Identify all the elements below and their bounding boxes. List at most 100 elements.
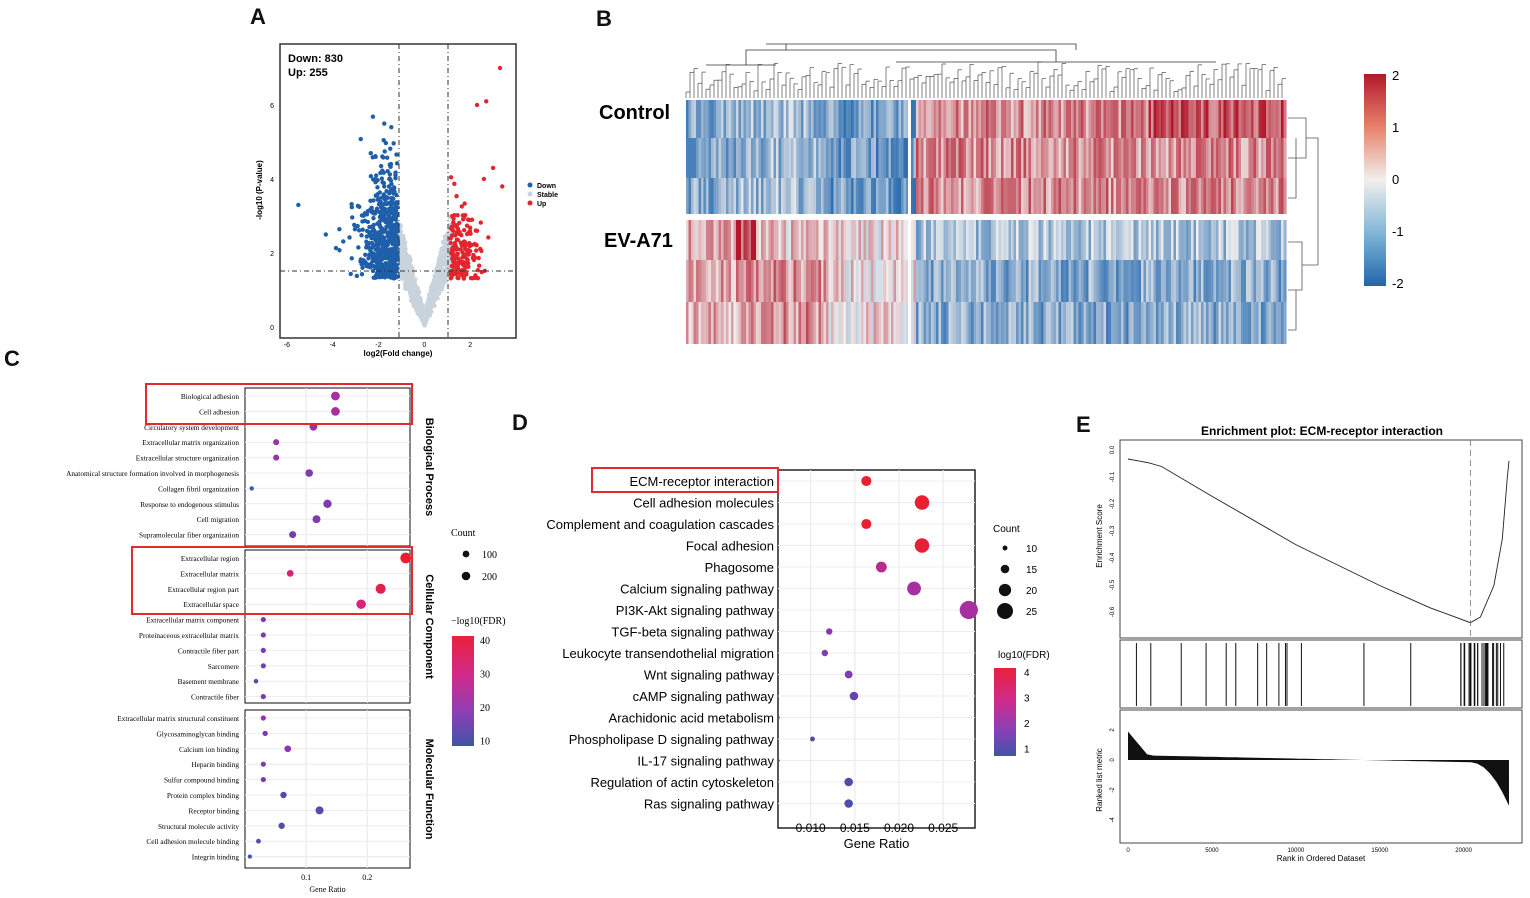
heatmap-cell [818, 260, 822, 302]
heatmap-cell [1106, 100, 1110, 138]
heatmap-cell [971, 100, 975, 138]
heatmap-cell [851, 302, 855, 344]
heatmap-cell [1053, 100, 1057, 138]
heatmap-cell [766, 302, 770, 344]
heatmap-cell [1113, 100, 1117, 138]
down-point [394, 152, 399, 157]
heatmap-cell [1241, 302, 1245, 344]
heatmap-cell [943, 178, 947, 214]
up-point [449, 263, 455, 269]
stable-point [435, 274, 440, 279]
heatmap-cell [858, 260, 862, 302]
heatmap-cell [1013, 220, 1017, 260]
heatmap-cell [1251, 302, 1255, 344]
heatmap-cell [938, 302, 942, 344]
go-dot [356, 599, 366, 609]
heatmap-cell [858, 100, 862, 138]
down-point [381, 235, 386, 240]
volcano-frame [279, 43, 517, 339]
heatmap-cell [763, 178, 767, 214]
panel-letter-e: E [1076, 412, 1091, 437]
heatmap-cell [976, 260, 980, 302]
heatmap-cell [976, 178, 980, 214]
heatmap-cell [941, 138, 945, 178]
heatmap-cell [1201, 178, 1205, 214]
heatmap-cell [853, 260, 857, 302]
heatmap-cell [996, 260, 1000, 302]
kegg-size-legend-label: 10 [1026, 544, 1038, 555]
heatmap-cell [791, 178, 795, 214]
heatmap-cell [913, 260, 917, 302]
heatmap-cell [1268, 260, 1272, 302]
heatmap-cell [1066, 100, 1070, 138]
heatmap-cell [946, 302, 950, 344]
heatmap-cell [1221, 138, 1225, 178]
heatmap-cell [1258, 302, 1262, 344]
heatmap-cell [1151, 138, 1155, 178]
heatmap-cell [1061, 302, 1065, 344]
stable-point [400, 258, 405, 263]
go-term-label: Extracellular matrix [180, 569, 239, 578]
stable-point [399, 243, 405, 248]
heatmap-cell [1281, 260, 1285, 302]
heatmap-cell [968, 302, 972, 344]
heatmap-cell [1078, 220, 1082, 260]
heatmap-cell [866, 100, 870, 138]
heatmap-cell [823, 220, 827, 260]
heatmap-cell [1088, 260, 1092, 302]
heatmap-cell [1156, 302, 1160, 344]
heatmap-cell [1183, 178, 1187, 214]
heatmap-cell [1186, 100, 1190, 138]
heatmap-cell [1036, 100, 1040, 138]
heatmap-cell [1208, 178, 1212, 214]
heatmap-cell [778, 138, 782, 178]
heatmap-cell [883, 178, 887, 214]
heatmap-cell [1016, 100, 1020, 138]
heatmap-cell [1236, 220, 1240, 260]
go-dot [273, 439, 280, 446]
heatmap-cell [826, 302, 830, 344]
heatmap-cell [736, 302, 740, 344]
heatmap-cell [728, 260, 732, 302]
heatmap-cell [1126, 178, 1130, 214]
heatmap-cell [833, 220, 837, 260]
up-point [464, 231, 470, 237]
heatmap-cell [836, 100, 840, 138]
heatmap-cell [1066, 260, 1070, 302]
heatmap-cell [1238, 178, 1242, 214]
heatmap-cell [1018, 138, 1022, 178]
heatmap-cell [803, 302, 807, 344]
legend-dot-down [527, 182, 533, 188]
heatmap-cell [1148, 302, 1152, 344]
heatmap-cell [796, 178, 800, 214]
heatmap-cell [966, 138, 970, 178]
heatmap-cell [1181, 100, 1185, 138]
kegg-size-legend-label: 15 [1026, 565, 1038, 576]
down-point [370, 155, 375, 160]
panel-letter-d: D [512, 410, 528, 435]
heatmap-cell [1091, 220, 1095, 260]
heatmap-cell [763, 302, 767, 344]
heatmap-cell [1271, 100, 1275, 138]
metric-ytick: -2 [1110, 787, 1116, 793]
heatmap-cell [896, 302, 900, 344]
kegg-size-legend-dot [998, 583, 1012, 597]
heatmap-cell [1131, 100, 1135, 138]
down-point [387, 254, 393, 259]
heatmap-cell [1278, 302, 1282, 344]
up-point [455, 213, 460, 218]
heatmap-cell [841, 302, 845, 344]
volcano-xtick: -2 [375, 342, 381, 349]
kegg-term-label: Wnt signaling pathway [644, 668, 775, 683]
heatmap-cell [723, 220, 727, 260]
heatmap-cell [738, 178, 742, 214]
heatmap-cell [761, 220, 765, 260]
heatmap-cell [943, 100, 947, 138]
heatmap-cell [906, 138, 910, 178]
heatmap-cell [1153, 178, 1157, 214]
heatmap-cell [1243, 100, 1247, 138]
heatmap-cell [808, 220, 812, 260]
down-point [388, 178, 394, 183]
heatmap-cell [863, 302, 867, 344]
heatmap-cell [1006, 178, 1010, 214]
